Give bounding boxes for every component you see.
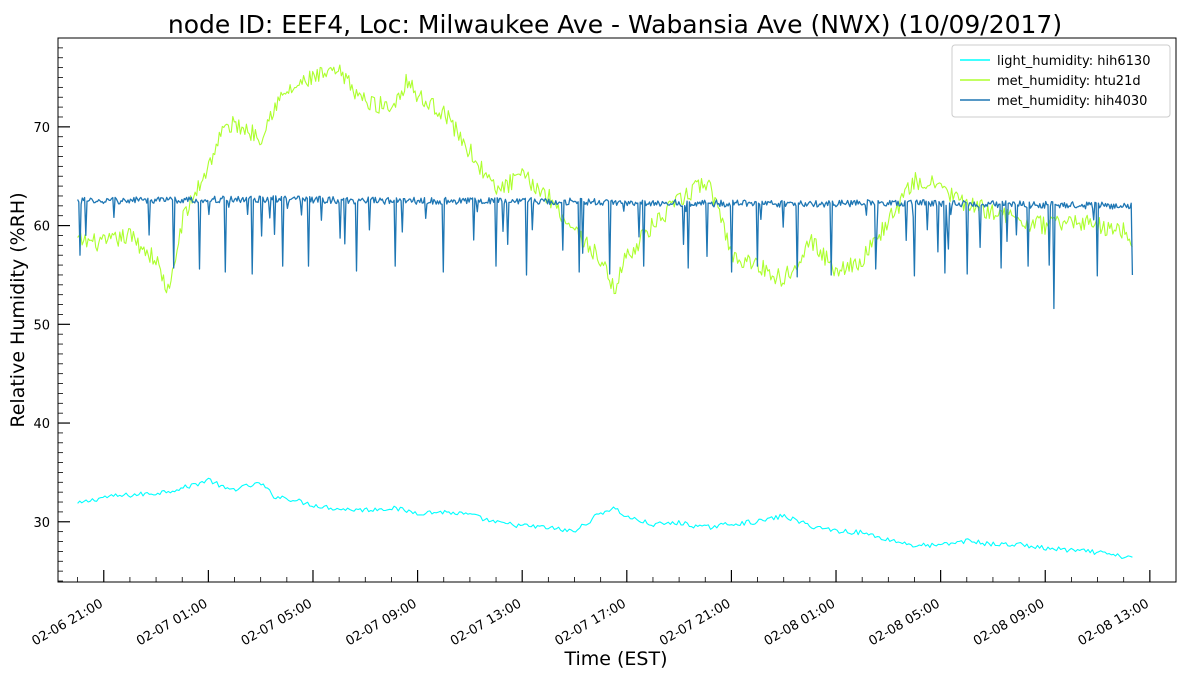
legend-box	[951, 44, 1171, 118]
legend-label-1: light_humidity: hih6130	[997, 54, 1150, 69]
series-line-1	[77, 477, 1133, 560]
y-axis-ticks: 30 40 50 60 70	[33, 37, 70, 582]
legend-label-2: met_humidity: htu21d	[997, 74, 1141, 89]
legend: light_humidity: hih6130 met_humidity: htu…	[951, 44, 1171, 118]
plot-frame	[57, 37, 1177, 583]
chart-title: node ID: EEF4, Loc: Milwaukee Ave - Waba…	[168, 10, 1062, 39]
series-layer	[77, 64, 1134, 560]
y-tick-label-4: 60	[33, 220, 50, 235]
y-tick-label-2: 40	[33, 417, 50, 432]
y-tick-label-5: 70	[33, 121, 50, 136]
series-line-3	[77, 195, 1134, 310]
series-line-2	[77, 64, 1133, 295]
x-axis-label: Time (EST)	[563, 648, 667, 670]
legend-label-3: met_humidity: hih4030	[997, 94, 1147, 109]
y-tick-label-1: 30	[33, 516, 50, 531]
y-axis-label: Relative Humidity (%RH)	[7, 192, 29, 427]
y-tick-label-3: 50	[33, 318, 50, 333]
